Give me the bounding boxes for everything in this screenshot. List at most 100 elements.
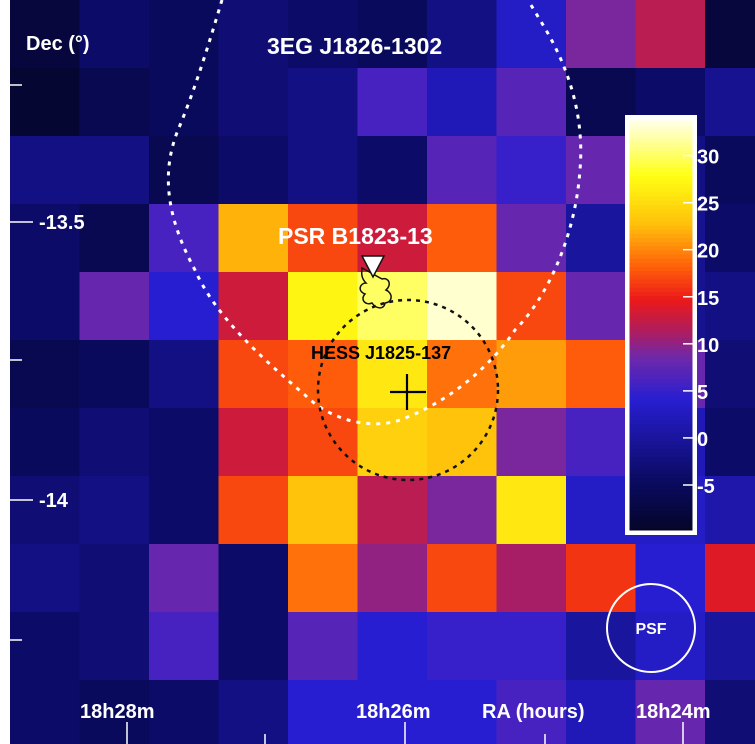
heatmap-cell (496, 272, 567, 341)
plot-left-margin (0, 0, 10, 744)
colorbar-strip (629, 275, 693, 280)
heatmap-cell (427, 68, 498, 137)
heatmap-cell (218, 204, 289, 273)
heatmap-cell (288, 612, 359, 681)
colorbar-gradient (629, 118, 693, 533)
heatmap-cell (496, 680, 567, 744)
heatmap-cell (288, 136, 359, 205)
colorbar-strip (629, 411, 693, 417)
heatmap-cell (705, 476, 755, 545)
heatmap-cell (427, 272, 498, 341)
colorbar-strip (629, 312, 693, 318)
colorbar-strip (629, 511, 693, 516)
colorbar-strip (629, 146, 693, 152)
colorbar-strip (629, 370, 693, 376)
heatmap-cell (149, 408, 220, 477)
pulsar-marker-icon (360, 255, 386, 279)
colorbar-strip (629, 180, 693, 185)
colorbar-tick-label: 15 (697, 288, 719, 310)
colorbar-strip (629, 134, 693, 140)
hess-source-label: HESS J1825-137 (311, 343, 451, 363)
heatmap-cell (288, 680, 359, 744)
x-tick-label-0: 18h28m (80, 701, 155, 723)
x-tick-label-2: 18h24m (636, 701, 711, 723)
colorbar-strip (629, 353, 693, 359)
heatmap-cell (566, 340, 637, 409)
heatmap-cell (357, 136, 428, 205)
colorbar-strip (629, 167, 693, 173)
colorbar-strip (629, 225, 693, 231)
heatmap-cell (10, 408, 81, 477)
heatmap-cell (288, 68, 359, 137)
egret-source-label: 3EG J1826-1302 (267, 33, 442, 59)
colorbar-strip (629, 242, 693, 247)
colorbar-tick-label: -5 (697, 476, 715, 498)
heatmap-cell (79, 680, 150, 744)
heatmap-cell (149, 680, 220, 744)
y-tick-label-0: -13.5 (39, 212, 85, 234)
colorbar-tick-label: 20 (697, 241, 719, 263)
colorbar-strip (629, 271, 693, 276)
heatmap-cell (566, 0, 637, 69)
heatmap-cell (218, 0, 289, 69)
heatmap-cell (566, 204, 637, 273)
heatmap-cell (427, 204, 498, 273)
heatmap-cell (10, 136, 81, 205)
colorbar-strip (629, 283, 693, 289)
colorbar-strip (629, 221, 693, 227)
heatmap-cell (79, 272, 150, 341)
psf-label: PSF (635, 621, 666, 638)
colorbar-strip (629, 118, 693, 123)
heatmap-cell (218, 68, 289, 137)
heatmap-cell (10, 612, 81, 681)
heatmap-cell (635, 544, 706, 613)
heatmap-cell (705, 340, 755, 409)
colorbar-strip (629, 465, 693, 471)
heatmap-cell (427, 0, 498, 69)
heatmap-cell (357, 476, 428, 545)
heatmap-cell (705, 272, 755, 341)
heatmap-cell (357, 0, 428, 69)
colorbar-strip (629, 416, 693, 421)
heatmap-cell (496, 136, 567, 205)
heatmap-cell (218, 476, 289, 545)
heatmap-cell (357, 680, 428, 744)
heatmap-cell (705, 136, 755, 205)
colorbar-strip (629, 474, 693, 479)
heatmap-cell (79, 204, 150, 273)
heatmap-cell (288, 204, 359, 273)
colorbar-strip (629, 254, 693, 260)
y-axis (10, 84, 33, 641)
heatmap-cell (357, 68, 428, 137)
heatmap-cell (79, 612, 150, 681)
heatmap-cell (635, 680, 706, 744)
colorbar-ticks: 30 25 20 15 10 5 0 -5 (683, 147, 719, 498)
colorbar-strip (629, 440, 693, 446)
colorbar-strip (629, 258, 693, 264)
colorbar-strip (629, 341, 693, 347)
hess-extent-circle (316, 298, 500, 482)
heatmap-cell (218, 612, 289, 681)
heatmap-cell (705, 204, 755, 273)
heatmap-cell (10, 680, 81, 744)
colorbar-strip (629, 503, 693, 508)
heatmap-cell (566, 476, 637, 545)
colorbar: 30 25 20 15 10 5 0 -5 (625, 115, 719, 535)
heatmap-cell (288, 340, 359, 409)
heatmap-cell (357, 272, 428, 341)
colorbar-strip (629, 515, 693, 521)
colorbar-strip (629, 196, 693, 202)
colorbar-strip (629, 151, 693, 156)
heatmap-cell (218, 340, 289, 409)
colorbar-strip (629, 461, 693, 467)
heatmap-cell (218, 272, 289, 341)
heatmap-cell (496, 408, 567, 477)
heatmap-cell (496, 476, 567, 545)
colorbar-strip (629, 184, 693, 189)
colorbar-strip (629, 387, 693, 392)
heatmap-cell (427, 340, 498, 409)
colorbar-strip (629, 428, 693, 434)
colorbar-strip (629, 395, 693, 401)
